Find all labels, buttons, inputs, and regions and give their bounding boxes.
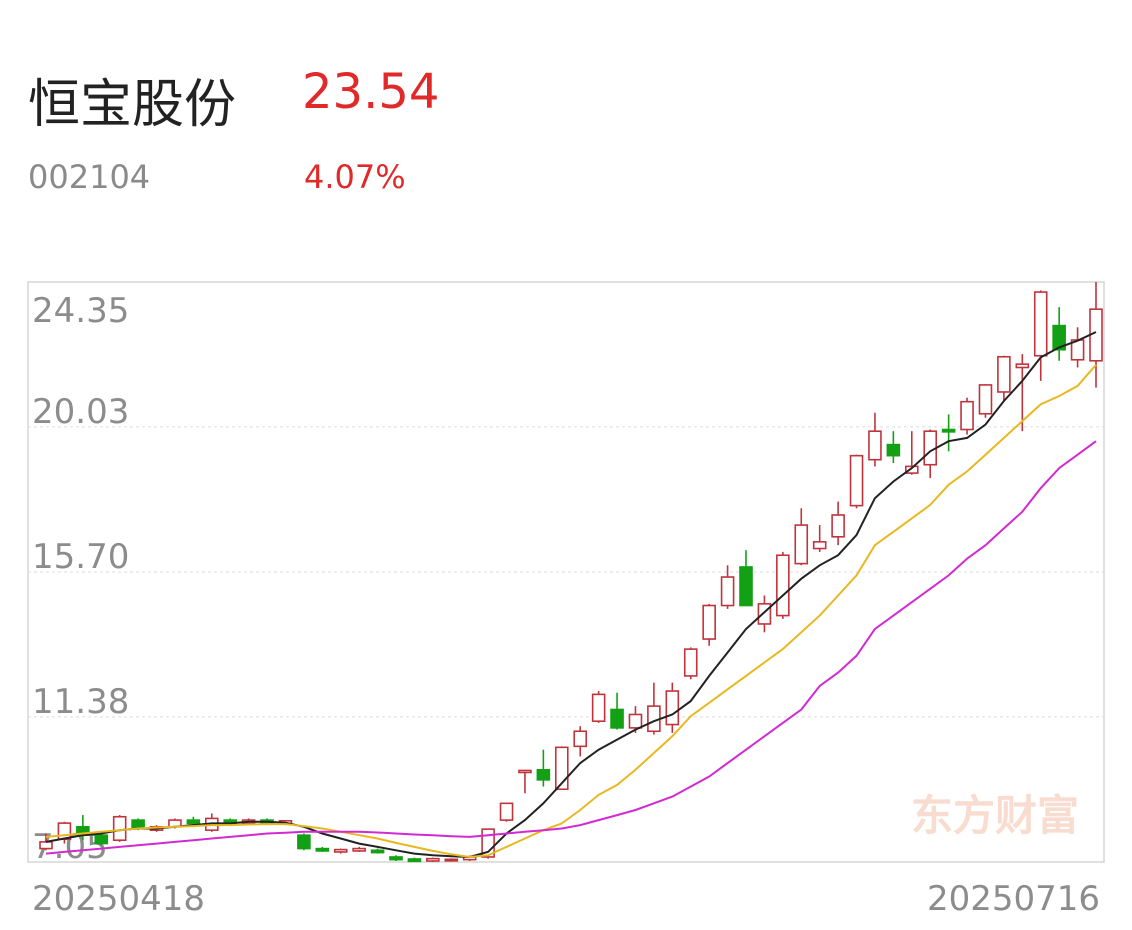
candle-body	[812, 541, 827, 550]
candle-body	[739, 566, 753, 607]
candle-body	[297, 834, 311, 850]
candle-body	[499, 802, 514, 821]
candle-body	[407, 858, 422, 863]
candle-body	[94, 834, 109, 845]
candle-body	[849, 454, 864, 507]
candle-body	[628, 713, 643, 729]
x-tick-label: 20250418	[32, 879, 205, 919]
price-change: 4.07%	[304, 158, 406, 196]
stock-name: 恒宝股份	[28, 75, 237, 135]
moving-average-line	[45, 331, 1097, 859]
stock-code: 002104	[28, 158, 151, 196]
candle-body	[389, 856, 403, 861]
candle-body	[426, 857, 440, 862]
candle-body	[112, 815, 127, 842]
candle-body	[978, 384, 993, 415]
candle-body	[315, 847, 330, 852]
y-tick-label: 11.38	[32, 682, 129, 722]
candle-body	[794, 524, 809, 565]
candle-body	[757, 603, 772, 625]
candle-body	[831, 514, 845, 538]
candle-body	[904, 465, 919, 474]
watermark: 东方财富	[911, 791, 1079, 840]
candle-body	[941, 428, 956, 433]
y-tick-label: 24.35	[32, 291, 129, 331]
candle-body	[518, 769, 532, 774]
candle-body	[1052, 324, 1066, 351]
candle-body	[683, 648, 698, 677]
candle-body	[352, 847, 366, 852]
candle-body	[370, 849, 385, 854]
candle-body	[720, 576, 735, 607]
candle-body	[39, 841, 53, 850]
candle-body	[702, 604, 716, 640]
moving-average-line	[45, 364, 1097, 859]
candle-body	[776, 554, 790, 617]
candle-body	[131, 819, 145, 830]
y-tick-label: 20.03	[32, 392, 129, 432]
candle-body	[333, 848, 348, 853]
candle-body	[186, 819, 201, 825]
candle-body	[536, 769, 551, 781]
candle-body	[591, 693, 606, 722]
candle-body	[1033, 291, 1048, 357]
candle-body	[1015, 363, 1030, 369]
x-tick-label: 20250716	[927, 879, 1100, 919]
candle-body	[573, 730, 588, 748]
candle-body	[665, 690, 680, 726]
candle-body	[886, 443, 901, 457]
y-tick-label: 15.70	[32, 537, 129, 577]
stock-price: 23.54	[302, 64, 440, 120]
candle-body	[960, 400, 974, 431]
moving-average-line	[45, 440, 1097, 855]
candle-body	[868, 430, 882, 461]
candle-body	[444, 858, 459, 862]
candle-body	[610, 708, 624, 729]
candle-body	[997, 355, 1011, 393]
